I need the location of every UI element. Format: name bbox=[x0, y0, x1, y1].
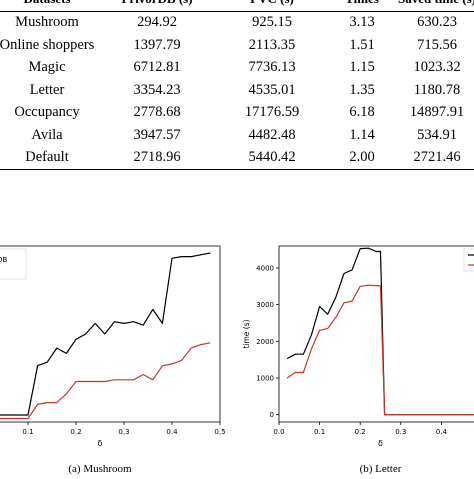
cell-privordb: 294.92 bbox=[137, 14, 177, 31]
letter-y-tick-label: 3000 bbox=[256, 301, 274, 309]
letter-y-tick-label: 0 bbox=[270, 411, 274, 419]
mushroom-x-tick-label: 0.5 bbox=[214, 428, 225, 436]
letter-y-tick-label: 4000 bbox=[256, 265, 274, 273]
letter-x-tick-label: 0.1 bbox=[314, 428, 325, 436]
table-row: Online shoppers 1397.79 2113.35 1.51 715… bbox=[0, 34, 474, 57]
cell-times: 1.51 bbox=[349, 36, 375, 53]
cell-pvc: 4535.01 bbox=[248, 81, 296, 98]
mushroom-legend: orDB bbox=[0, 248, 27, 280]
letter-x-tick-label: 0.3 bbox=[395, 428, 406, 436]
table-header: Datasets PrivorDB (s) PVC (s) Times Save… bbox=[0, 0, 474, 11]
letter-series-line-red bbox=[286, 284, 474, 416]
cell-privordb: 3947.57 bbox=[133, 126, 181, 143]
cell-pvc: 4482.48 bbox=[248, 126, 296, 143]
cell-dataset: Mushroom bbox=[15, 14, 79, 31]
cell-pvc: 7736.13 bbox=[248, 59, 296, 76]
figure-mushroom: 0.1 0.2 0.3 0.4 0.5 δ orDB (a) Mushroom bbox=[0, 236, 237, 475]
table-row: Occupancy 2778.68 17176.59 6.18 14897.91 bbox=[0, 102, 474, 125]
cell-dataset: Avila bbox=[31, 126, 63, 143]
cell-pvc: 17176.59 bbox=[244, 104, 300, 121]
cell-dataset: Default bbox=[25, 149, 69, 166]
mushroom-plot-frame bbox=[0, 245, 221, 423]
cell-saved-time: 715.56 bbox=[417, 36, 457, 53]
cell-privordb: 2718.96 bbox=[133, 149, 181, 166]
header-row: Datasets PrivorDB (s) PVC (s) Times Save… bbox=[0, 0, 474, 11]
mushroom-x-tick-label: 0.2 bbox=[70, 428, 81, 436]
table-row: Letter 3354.23 4535.01 1.35 1180.78 bbox=[0, 79, 474, 102]
cell-privordb: 2778.68 bbox=[133, 104, 181, 121]
cell-dataset: Occupancy bbox=[14, 104, 80, 121]
cell-privordb: 6712.81 bbox=[133, 59, 181, 76]
cell-times: 3.13 bbox=[349, 14, 375, 31]
chart-mushroom: 0.1 0.2 0.3 0.4 0.5 δ orDB (a) Mushroom bbox=[0, 245, 226, 475]
table-row: Avila 3947.57 4482.48 1.14 534.91 bbox=[0, 124, 474, 147]
header-datasets: Datasets bbox=[0, 0, 102, 11]
cell-times: 1.15 bbox=[349, 59, 375, 76]
cell-times: 2.00 bbox=[349, 149, 375, 166]
letter-x-tick-label: 0.0 bbox=[273, 428, 284, 436]
letter-y-tick-label: 1000 bbox=[256, 375, 274, 383]
letter-series-line-black bbox=[286, 247, 474, 416]
cell-pvc: 5440.42 bbox=[248, 149, 296, 166]
table-row: Magic 6712.81 7736.13 1.15 1023.32 bbox=[0, 57, 474, 80]
mushroom-series-line-red bbox=[0, 342, 211, 420]
cell-saved-time: 1023.32 bbox=[413, 59, 461, 76]
chart-letter: 0.0 0.1 0.2 0.3 0.4 0 1000 2000 3000 4000 δ time (s… bbox=[242, 245, 474, 475]
header-times: Times bbox=[332, 0, 392, 11]
cell-times: 6.18 bbox=[349, 104, 375, 121]
mushroom-x-tick-label: 0.3 bbox=[118, 428, 129, 436]
cell-privordb: 3354.23 bbox=[133, 81, 181, 98]
cell-pvc: 2113.35 bbox=[248, 36, 296, 53]
table-body: Mushroom 294.92 925.15 3.13 630.23 Onlin… bbox=[0, 11, 474, 170]
cell-saved-time: 534.91 bbox=[417, 126, 457, 143]
cell-dataset: Letter bbox=[29, 81, 65, 98]
figure-letter: 0.0 0.1 0.2 0.3 0.4 0 1000 2000 3000 4000 δ time (s… bbox=[237, 236, 474, 475]
letter-x-tick-label: 0.4 bbox=[436, 428, 448, 436]
mushroom-caption: (a) Mushroom bbox=[68, 463, 132, 474]
cell-times: 1.35 bbox=[349, 81, 375, 98]
cell-saved-time: 2721.46 bbox=[413, 149, 461, 166]
cell-dataset: Online shoppers bbox=[0, 36, 95, 53]
cell-saved-time: 1180.78 bbox=[413, 81, 461, 98]
header-saved-time: Saved time (s) bbox=[392, 0, 474, 11]
letter-y-tick-label: 2000 bbox=[256, 338, 274, 346]
mushroom-x-tick-label: 0.1 bbox=[22, 428, 33, 436]
letter-y-axis-label: time (s) bbox=[242, 319, 251, 348]
letter-x-tick-label: 0.2 bbox=[355, 428, 366, 436]
cell-privordb: 1397.79 bbox=[133, 36, 181, 53]
table-row: Default 2718.96 5440.42 2.00 2721.46 bbox=[0, 147, 474, 170]
letter-legend-box bbox=[463, 248, 474, 272]
cell-times: 1.14 bbox=[349, 126, 375, 143]
letter-plot-frame bbox=[278, 245, 474, 423]
mushroom-x-tick-label: 0.4 bbox=[166, 428, 178, 436]
mushroom-series-line-black bbox=[0, 252, 211, 416]
mushroom-x-axis-label: δ bbox=[98, 439, 103, 448]
letter-x-axis-label: δ bbox=[378, 439, 383, 448]
mushroom-legend-box bbox=[0, 248, 27, 280]
cell-saved-time: 630.23 bbox=[417, 14, 457, 31]
results-table: Datasets PrivorDB (s) PVC (s) Times Save… bbox=[0, 0, 474, 170]
mushroom-legend-label: orDB bbox=[0, 256, 8, 264]
cell-saved-time: 14897.91 bbox=[409, 104, 465, 121]
letter-legend bbox=[463, 248, 474, 272]
letter-caption: (b) Letter bbox=[360, 463, 402, 474]
cell-dataset: Magic bbox=[28, 59, 66, 76]
cell-pvc: 925.15 bbox=[252, 14, 292, 31]
table-row: Mushroom 294.92 925.15 3.13 630.23 bbox=[0, 11, 474, 34]
header-privordb: PrivorDB (s) bbox=[102, 0, 212, 11]
header-pvc: PVC (s) bbox=[212, 0, 332, 11]
